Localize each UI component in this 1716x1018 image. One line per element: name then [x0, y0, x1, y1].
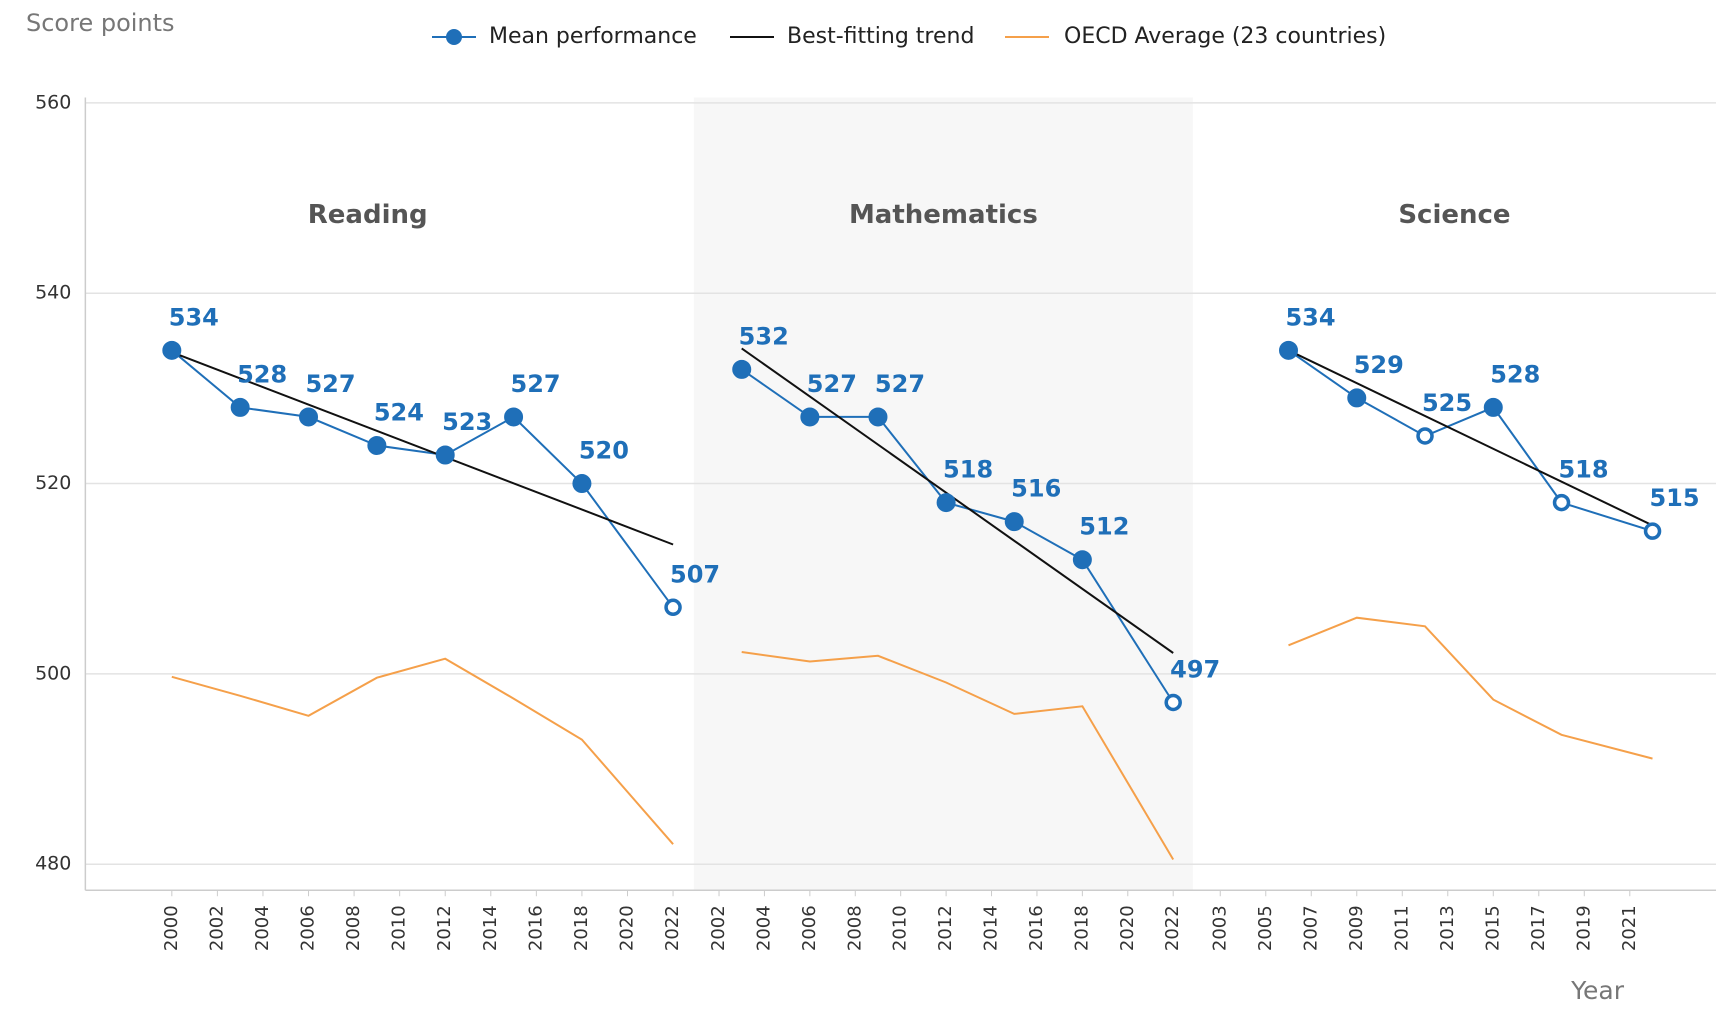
data-label: 534: [1285, 303, 1335, 331]
data-label: 507: [670, 560, 720, 588]
x-tick-label: 2016: [1026, 905, 1047, 951]
data-label: 534: [169, 303, 219, 331]
panel-title: Science: [1398, 200, 1510, 230]
x-tick-label: 2014: [981, 905, 1002, 951]
y-tick-label: 500: [35, 662, 71, 684]
legend-swatch: [446, 29, 462, 45]
x-axis-label: Year: [1570, 976, 1625, 1005]
mean-marker: [1004, 512, 1024, 532]
mean-marker: [299, 407, 319, 427]
x-tick-label: 2002: [206, 905, 227, 951]
y-tick-label: 540: [35, 282, 71, 304]
mean-marker: [732, 359, 752, 379]
mean-marker: [800, 407, 820, 427]
x-tick-label: 2008: [343, 905, 364, 951]
trend-line: [171, 351, 674, 546]
mean-marker: [1279, 340, 1299, 360]
legend-label: Best-fitting trend: [787, 24, 974, 49]
x-tick-label: 2021: [1619, 905, 1640, 951]
x-tick-label: 2002: [708, 905, 729, 951]
data-label: 527: [305, 370, 355, 398]
x-tick-label: 2016: [525, 905, 546, 951]
mean-marker: [664, 598, 682, 617]
mean-marker: [504, 407, 524, 427]
x-tick-label: 2004: [753, 905, 774, 951]
data-label: 529: [1354, 351, 1404, 379]
data-label: 520: [579, 437, 629, 465]
x-tick-label: 2010: [389, 905, 410, 951]
mean-marker: [367, 435, 387, 455]
data-label: 497: [1170, 655, 1220, 683]
x-tick-label: 2013: [1437, 905, 1458, 951]
mean-line: [1287, 349, 1653, 533]
x-tick-label: 2003: [1209, 905, 1230, 951]
data-label: 525: [1422, 389, 1472, 417]
x-tick-label: 2018: [1071, 905, 1092, 951]
data-label: 532: [739, 322, 789, 350]
x-tick-label: 2020: [1117, 905, 1138, 951]
mean-marker: [868, 407, 888, 427]
data-label: 512: [1079, 513, 1129, 541]
x-tick-label: 2006: [298, 905, 319, 951]
mean-marker: [936, 493, 956, 513]
mean-marker: [1164, 693, 1182, 712]
mean-marker: [162, 340, 182, 360]
data-label: 528: [1490, 360, 1540, 388]
mean-marker: [1643, 522, 1662, 540]
legend-label: OECD Average (23 countries): [1064, 24, 1386, 49]
data-label: 518: [1558, 456, 1608, 484]
mean-marker: [1347, 388, 1367, 408]
x-tick-label: 2022: [1162, 905, 1183, 951]
mean-marker: [230, 397, 250, 417]
oecd-line: [171, 657, 674, 845]
x-tick-label: 2020: [616, 905, 637, 951]
mean-marker: [1552, 493, 1571, 512]
x-tick-label: 2018: [571, 905, 592, 951]
data-label: 527: [807, 370, 857, 398]
y-tick-label: 520: [35, 472, 71, 494]
x-tick-label: 2008: [844, 905, 865, 951]
data-label: 527: [875, 370, 925, 398]
x-tick-label: 2022: [662, 905, 683, 951]
x-tick-label: 2007: [1300, 905, 1321, 951]
y-axis-label: Score points: [26, 9, 175, 37]
trend-line: [741, 347, 1174, 654]
oecd-line: [1288, 616, 1653, 760]
data-label: 515: [1649, 484, 1699, 512]
trend-line: [1288, 349, 1653, 527]
data-label: 516: [1011, 475, 1061, 503]
panel-title: Mathematics: [849, 200, 1038, 230]
x-tick-label: 2012: [935, 905, 956, 951]
mean-marker: [435, 445, 455, 465]
mean-marker: [1483, 397, 1503, 417]
y-tick-label: 560: [35, 91, 71, 113]
x-tick-label: 2019: [1573, 905, 1594, 951]
x-tick-label: 2005: [1255, 905, 1276, 951]
x-tick-label: 2004: [252, 905, 273, 951]
y-tick-label: 480: [35, 853, 71, 875]
x-tick-label: 2009: [1346, 905, 1367, 951]
data-label: 528: [237, 360, 287, 388]
x-tick-label: 2011: [1391, 905, 1412, 951]
data-label: 524: [374, 398, 424, 426]
x-tick-label: 2006: [799, 905, 820, 951]
x-tick-label: 2012: [434, 905, 455, 951]
data-label: 518: [943, 456, 993, 484]
x-tick-label: 2015: [1482, 905, 1503, 951]
oecd-line: [741, 651, 1175, 861]
x-tick-label: 2000: [161, 905, 182, 951]
data-label: 527: [511, 370, 561, 398]
data-label: 523: [442, 408, 492, 436]
mean-marker: [572, 474, 592, 494]
x-tick-label: 2014: [480, 905, 501, 951]
legend: Mean performance Best-fitting trend OECD…: [432, 24, 1386, 49]
mean-line: [171, 349, 674, 608]
x-tick-label: 2017: [1528, 905, 1549, 951]
mean-marker: [1072, 550, 1092, 570]
panel-title: Reading: [308, 200, 428, 230]
x-tick-label: 2010: [890, 905, 911, 951]
legend-label: Mean performance: [489, 24, 697, 49]
mean-marker: [1416, 427, 1434, 445]
